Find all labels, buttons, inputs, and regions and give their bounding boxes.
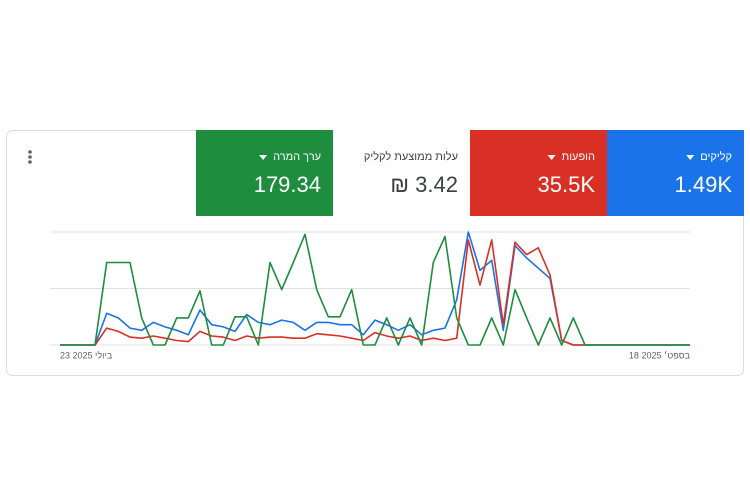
metric-tile[interactable]: [470, 130, 607, 216]
metric-label: קליקים: [700, 150, 732, 163]
metric-value: 1.49K: [675, 172, 733, 197]
menu-dot[interactable]: [28, 150, 32, 154]
metric-label: הופעות: [562, 151, 595, 163]
metric-value: 35.5K: [538, 172, 596, 197]
metric-tile[interactable]: [607, 130, 744, 216]
x-tick-label: 18 בספט׳ 2025: [629, 350, 691, 360]
dropdown-arrow[interactable]: [259, 155, 268, 160]
dropdown-arrow[interactable]: [547, 155, 556, 160]
menu-dot[interactable]: [28, 160, 32, 164]
series-line: [60, 233, 690, 346]
metric-value: 179.34: [254, 172, 321, 197]
metric-tile[interactable]: [333, 130, 470, 216]
x-tick-label: 23 ביולי 2025: [60, 350, 113, 360]
metric-label: ערך המרה: [273, 151, 321, 163]
dropdown-arrow[interactable]: [686, 155, 695, 160]
metric-label: עלות ממוצעת לקליק: [364, 150, 458, 163]
metric-value: ₪ 3.42: [390, 172, 458, 197]
menu-dot[interactable]: [28, 155, 32, 159]
metric-tile[interactable]: [196, 130, 333, 216]
